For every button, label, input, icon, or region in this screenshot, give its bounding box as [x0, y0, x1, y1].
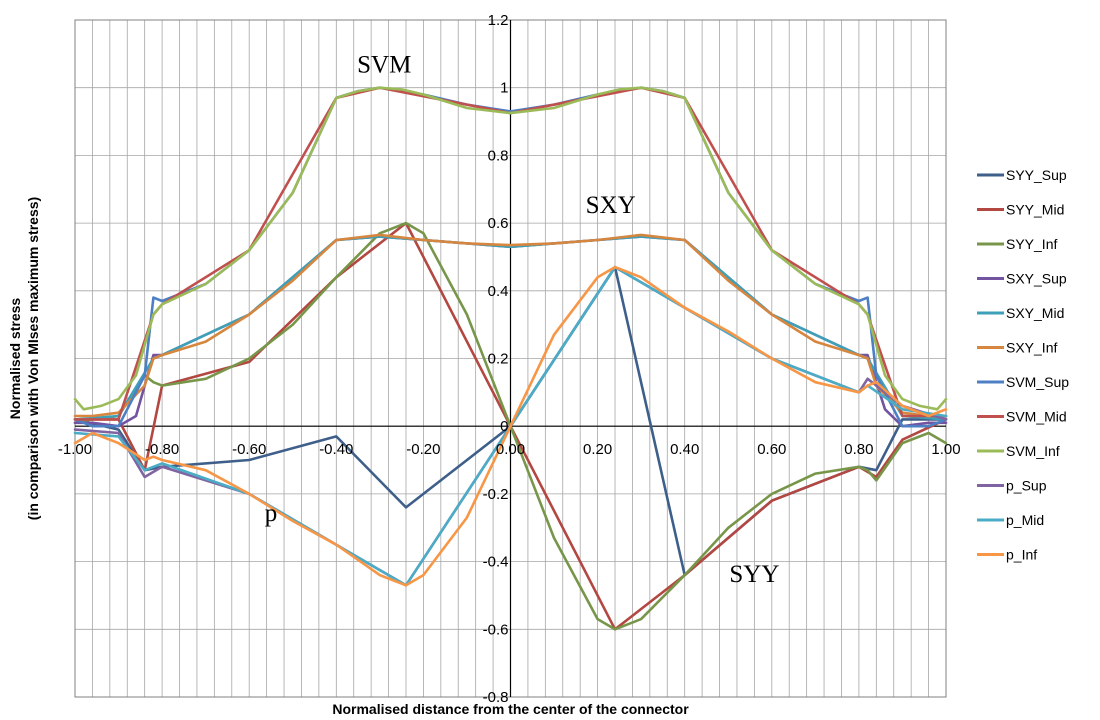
y-tick-label: -0.2	[483, 486, 509, 503]
legend-label: p_Sup	[1006, 478, 1047, 494]
y-tick-label: 0.6	[488, 215, 509, 232]
y-tick-label: 0.4	[488, 283, 509, 300]
y-tick-label: 1.2	[488, 12, 509, 29]
annotation-syy: SYY	[729, 561, 779, 588]
legend-label: SXY_Sup	[1006, 271, 1067, 287]
legend-label: p_Mid	[1006, 512, 1044, 528]
y-tick-label: 0.8	[488, 147, 509, 164]
x-tick-label: 0.20	[583, 441, 612, 458]
x-tick-label: -0.40	[319, 441, 353, 458]
y-axis-title-line-2: (in comparison with Von MIses maximum st…	[25, 197, 41, 520]
series-lines	[73, 86, 948, 631]
tick-labels: -0.8-0.6-0.4-0.200.20.40.60.811.2-1.00 -0…	[58, 12, 961, 706]
y-tick-label: 1	[500, 80, 508, 97]
y-tick-label: -0.6	[483, 621, 509, 638]
y-tick-label: -0.8	[483, 689, 509, 706]
y-tick-label: 0.2	[488, 351, 509, 368]
x-tick-label: -1.00	[58, 441, 92, 458]
x-axis-title: Normalised distance from the center of t…	[332, 701, 689, 717]
series-line-sxy-inf	[73, 233, 948, 418]
x-tick-label: 0.00	[496, 441, 525, 458]
legend-label: SYY_Mid	[1006, 202, 1064, 218]
y-axis-title-line-1: Normalised stress	[7, 298, 23, 420]
y-tick-label: 0	[500, 418, 508, 435]
legend-label: SXY_Inf	[1006, 340, 1057, 356]
legend-label: p_Inf	[1006, 547, 1037, 563]
legend-label: SVM_Mid	[1006, 409, 1067, 425]
x-tick-label: 0.60	[757, 441, 786, 458]
legend: SYY_Sup SYY_Mid SYY_Inf SXY_Sup SXY_Mid SXY_I…	[977, 167, 1069, 563]
x-tick-label: -0.60	[232, 441, 266, 458]
legend-label: SYY_Inf	[1006, 236, 1057, 252]
annotation-p: p	[265, 500, 278, 527]
annotations: SVM SXY p SYY	[265, 51, 780, 587]
legend-label: SVM_Inf	[1006, 443, 1060, 459]
x-tick-label: 0.80	[844, 441, 873, 458]
legend-label: SVM_Sup	[1006, 374, 1069, 390]
y-tick-label: -0.4	[483, 554, 509, 571]
x-tick-label: 0.40	[670, 441, 699, 458]
x-tick-label: -0.20	[406, 441, 440, 458]
annotation-sxy: SXY	[586, 192, 636, 219]
x-tick-label: 1.00	[931, 441, 960, 458]
series-line-p-inf	[73, 265, 948, 587]
legend-label: SXY_Mid	[1006, 305, 1064, 321]
x-tick-label: -0.80	[145, 441, 179, 458]
series-line-svm-inf	[73, 86, 948, 411]
legend-label: SYY_Sup	[1006, 167, 1067, 183]
annotation-svm: SVM	[357, 51, 411, 78]
series-line-svm-sup	[73, 86, 948, 428]
